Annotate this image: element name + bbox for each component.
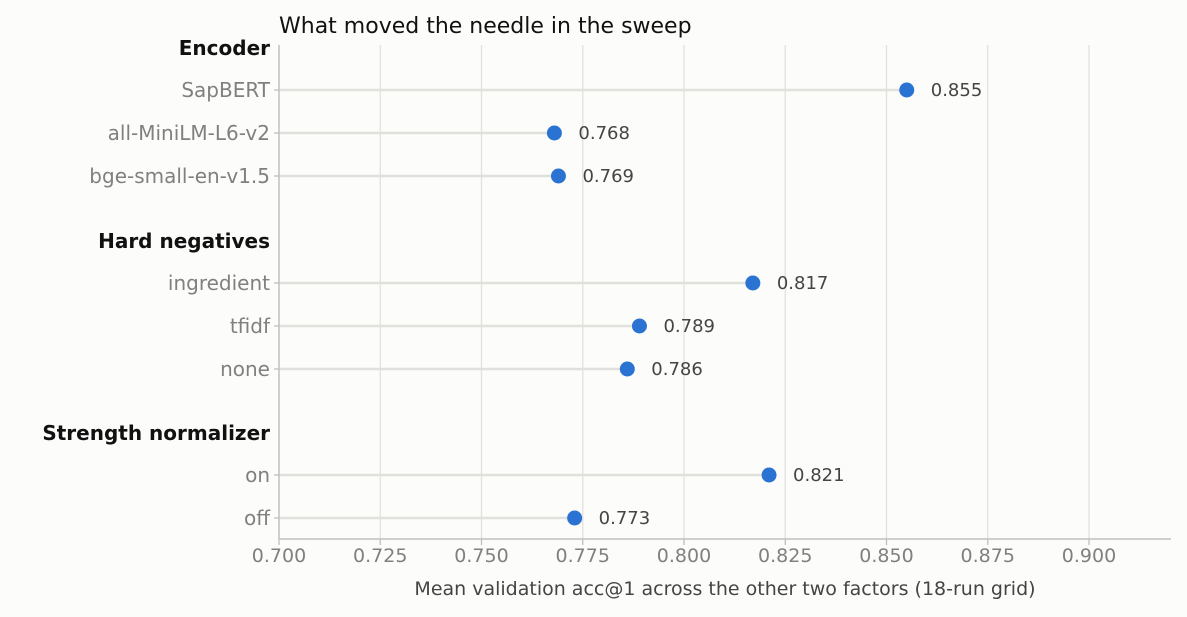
category-label: SapBERT: [181, 78, 270, 102]
chart-title: What moved the needle in the sweep: [279, 14, 692, 39]
data-point: [546, 125, 562, 141]
gridlines: [379, 45, 1090, 539]
value-label: 0.821: [793, 465, 845, 486]
data-point: [745, 275, 761, 291]
category-label: off: [244, 506, 271, 530]
stems: [279, 88, 907, 520]
x-axis-label: Mean validation acc@1 across the other t…: [414, 578, 1035, 600]
data-point: [631, 318, 647, 334]
group-label: Strength normalizer: [42, 421, 270, 445]
value-label: 0.773: [599, 508, 651, 529]
x-tick-label: 0.825: [758, 545, 812, 567]
category-label: tfidf: [230, 314, 271, 338]
x-tick-label: 0.875: [961, 545, 1015, 567]
value-label: 0.789: [663, 316, 715, 337]
data-point: [619, 361, 635, 377]
x-tick-label: 0.775: [556, 545, 610, 567]
value-label: 0.768: [578, 123, 630, 144]
value-label: 0.769: [582, 166, 634, 187]
axes: [274, 45, 1171, 545]
category-label: all-MiniLM-L6-v2: [108, 121, 270, 145]
x-tick-label: 0.900: [1062, 545, 1116, 567]
data-point: [761, 467, 777, 483]
value-label: 0.855: [931, 80, 983, 101]
data-point: [567, 510, 583, 526]
category-label: ingredient: [168, 271, 270, 295]
x-tick-label: 0.700: [252, 545, 306, 567]
labels: 0.700 0.725 0.750 0.775 0.800 0.825 0.850 0.875…: [42, 36, 1116, 567]
data-point: [899, 82, 915, 98]
group-label: Hard negatives: [98, 229, 270, 253]
x-tick-label: 0.800: [657, 545, 711, 567]
group-label: Encoder: [179, 36, 270, 60]
value-label: 0.786: [651, 359, 703, 380]
x-tick-label: 0.750: [454, 545, 508, 567]
data-points: [546, 82, 915, 526]
value-label: 0.817: [777, 273, 829, 294]
category-label: bge-small-en-v1.5: [89, 164, 270, 188]
x-tick-label: 0.725: [353, 545, 407, 567]
data-point: [550, 168, 566, 184]
category-label: none: [220, 357, 270, 381]
category-label: on: [245, 463, 270, 487]
x-tick-label: 0.850: [859, 545, 913, 567]
